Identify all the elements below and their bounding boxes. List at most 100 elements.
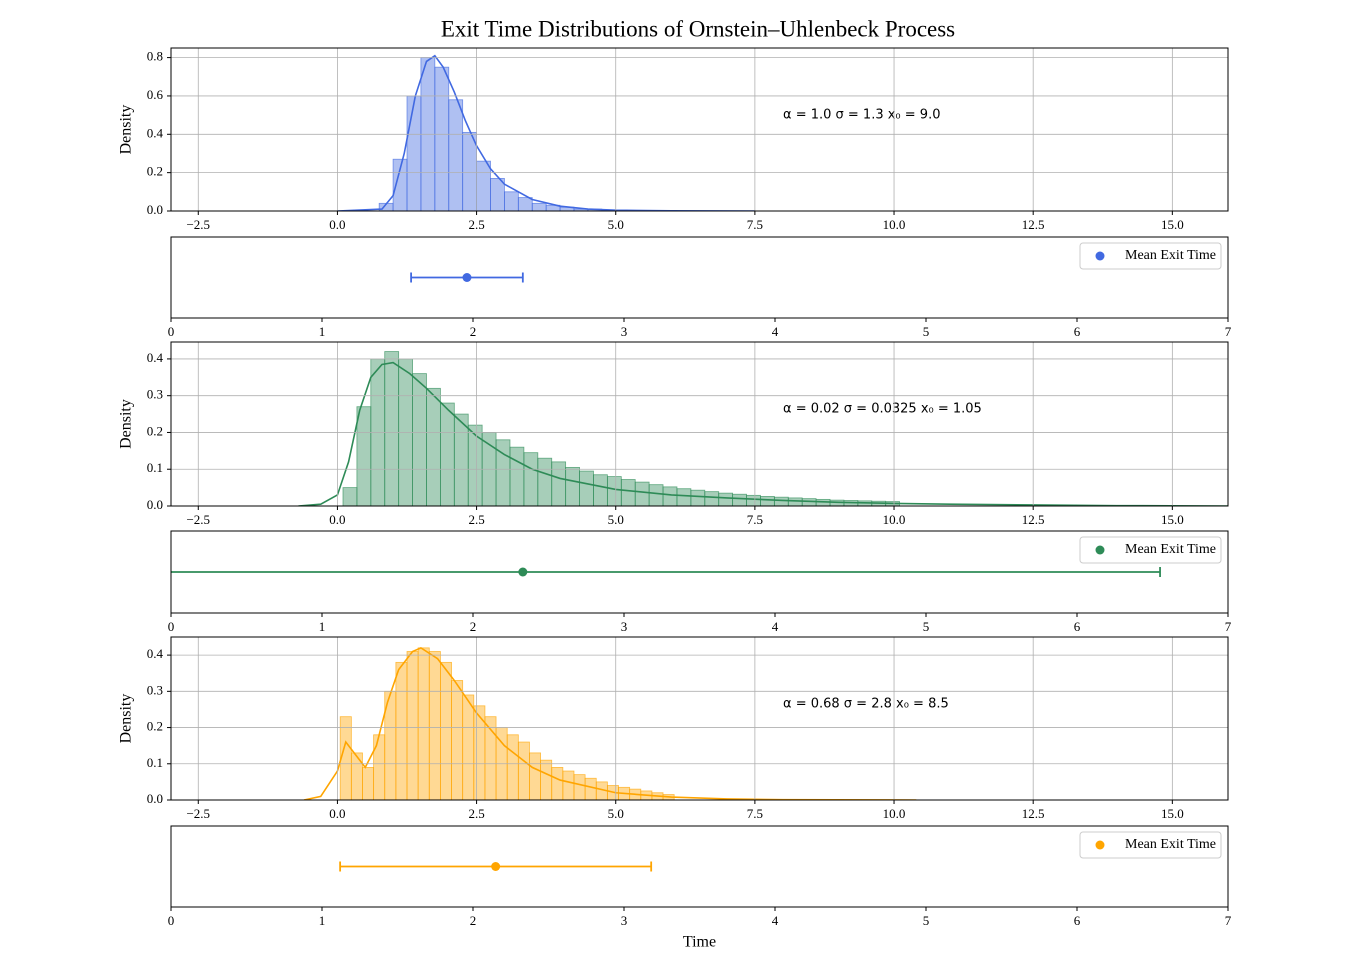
hist-bar bbox=[342, 487, 358, 506]
x-tick-label: 7 bbox=[1225, 324, 1232, 339]
hist-bar bbox=[573, 774, 586, 800]
hist-bar bbox=[448, 99, 464, 211]
x-tick-label: 5 bbox=[923, 619, 930, 634]
plot-area bbox=[298, 351, 1228, 506]
x-tick-label: 6 bbox=[1074, 913, 1081, 928]
y-tick-label: 0.4 bbox=[147, 350, 164, 365]
hist-bar bbox=[634, 481, 650, 506]
x-tick-label: −2.5 bbox=[186, 512, 210, 527]
hist-bar bbox=[406, 651, 419, 800]
hist-bar bbox=[406, 95, 422, 211]
hist-bar bbox=[506, 734, 519, 800]
x-tick-label: −2.5 bbox=[186, 217, 210, 232]
hist-bar bbox=[584, 777, 597, 800]
y-tick-label: 0.0 bbox=[147, 202, 163, 217]
x-tick-label: 7.5 bbox=[747, 806, 763, 821]
x-tick-label: 7.5 bbox=[747, 217, 763, 232]
hist-bar bbox=[439, 402, 455, 506]
hist-bar bbox=[551, 461, 567, 506]
hist-bar bbox=[606, 476, 622, 506]
hist-bar bbox=[467, 424, 483, 506]
x-tick-label: 6 bbox=[1074, 324, 1081, 339]
hist-bar bbox=[593, 474, 608, 506]
x-tick-label: 0.0 bbox=[329, 512, 345, 527]
x-tick-label: 5.0 bbox=[608, 217, 624, 232]
x-tick-label: 5.0 bbox=[608, 512, 624, 527]
x-tick-label: 0.0 bbox=[329, 806, 345, 821]
mean-point bbox=[462, 273, 472, 282]
plot-area bbox=[171, 567, 1161, 577]
hist-bar bbox=[801, 498, 817, 506]
axes-frame bbox=[170, 236, 1229, 319]
kde-line bbox=[303, 646, 917, 800]
hist-bar bbox=[509, 446, 525, 506]
hist-bar bbox=[426, 387, 441, 506]
plot-area bbox=[410, 272, 524, 283]
x-tick-label: 12.5 bbox=[1022, 512, 1045, 527]
x-tick-label: 10.0 bbox=[883, 217, 906, 232]
y-tick-label: 0.2 bbox=[147, 164, 163, 179]
hist-bar bbox=[579, 470, 594, 506]
annotation: α = 0.68 σ = 2.8 x₀ = 8.5 bbox=[783, 696, 949, 711]
hist-bar bbox=[373, 734, 386, 800]
x-tick-label: 5 bbox=[923, 324, 930, 339]
hist-bar bbox=[453, 413, 469, 506]
y-tick-label: 0.3 bbox=[147, 387, 163, 402]
hist-bar bbox=[760, 496, 775, 506]
hist-bar bbox=[462, 131, 477, 211]
legend-marker bbox=[1095, 545, 1105, 555]
x-tick-label: 10.0 bbox=[883, 806, 906, 821]
hist-bar bbox=[662, 486, 678, 506]
hist-bar bbox=[356, 406, 372, 506]
x-tick-label: 15.0 bbox=[1161, 217, 1184, 232]
y-tick-label: 0.2 bbox=[147, 719, 163, 734]
x-tick-label: 0 bbox=[168, 913, 175, 928]
x-tick-label: 7.5 bbox=[747, 512, 763, 527]
x-tick-label: 12.5 bbox=[1022, 806, 1045, 821]
hist-bar bbox=[490, 177, 505, 211]
y-axis-label: Density bbox=[118, 105, 135, 155]
x-tick-label: 0.0 bbox=[329, 217, 345, 232]
hist-bar bbox=[787, 497, 803, 506]
y-tick-label: 0.1 bbox=[147, 460, 163, 475]
x-tick-label: 1 bbox=[319, 324, 326, 339]
hist-bar bbox=[462, 694, 475, 800]
hist-bar bbox=[434, 66, 450, 211]
hist-bar bbox=[746, 494, 761, 506]
x-tick-label: 10.0 bbox=[883, 512, 906, 527]
hist-bar bbox=[412, 373, 427, 506]
x-tick-label: 1 bbox=[319, 619, 326, 634]
x-tick-label: 5 bbox=[923, 913, 930, 928]
hist-bar bbox=[704, 491, 720, 506]
hist-bar bbox=[529, 752, 541, 800]
hist-bar bbox=[690, 489, 706, 506]
x-tick-label: 2.5 bbox=[468, 806, 484, 821]
hist-bar bbox=[718, 492, 734, 506]
hist-bar bbox=[676, 488, 692, 506]
hist-bar bbox=[551, 767, 564, 800]
y-tick-label: 0.8 bbox=[147, 49, 163, 64]
x-tick-label: −2.5 bbox=[186, 806, 210, 821]
x-tick-label: 1 bbox=[319, 913, 326, 928]
hist-bar bbox=[517, 741, 530, 800]
x-tick-label: 12.5 bbox=[1022, 217, 1045, 232]
legend-label: Mean Exit Time bbox=[1125, 248, 1216, 263]
hist-bar bbox=[540, 759, 553, 800]
x-tick-label: 3 bbox=[621, 913, 628, 928]
hist-bar bbox=[620, 479, 636, 506]
hist-bar bbox=[648, 484, 664, 506]
plot-area bbox=[337, 54, 755, 211]
x-tick-label: 4 bbox=[772, 324, 779, 339]
x-tick-label: 2 bbox=[470, 913, 477, 928]
mean-point bbox=[491, 862, 501, 871]
x-tick-label: 4 bbox=[772, 913, 779, 928]
annotation: α = 0.02 σ = 0.0325 x₀ = 1.05 bbox=[783, 402, 982, 417]
hist-bar bbox=[417, 647, 430, 800]
plot-area bbox=[339, 861, 653, 872]
y-tick-label: 0.2 bbox=[147, 423, 163, 438]
y-tick-label: 0.4 bbox=[147, 646, 164, 661]
hist-bar bbox=[517, 197, 533, 211]
x-tick-label: 3 bbox=[621, 324, 628, 339]
hist-bar bbox=[531, 202, 547, 211]
x-tick-label: 15.0 bbox=[1161, 806, 1184, 821]
